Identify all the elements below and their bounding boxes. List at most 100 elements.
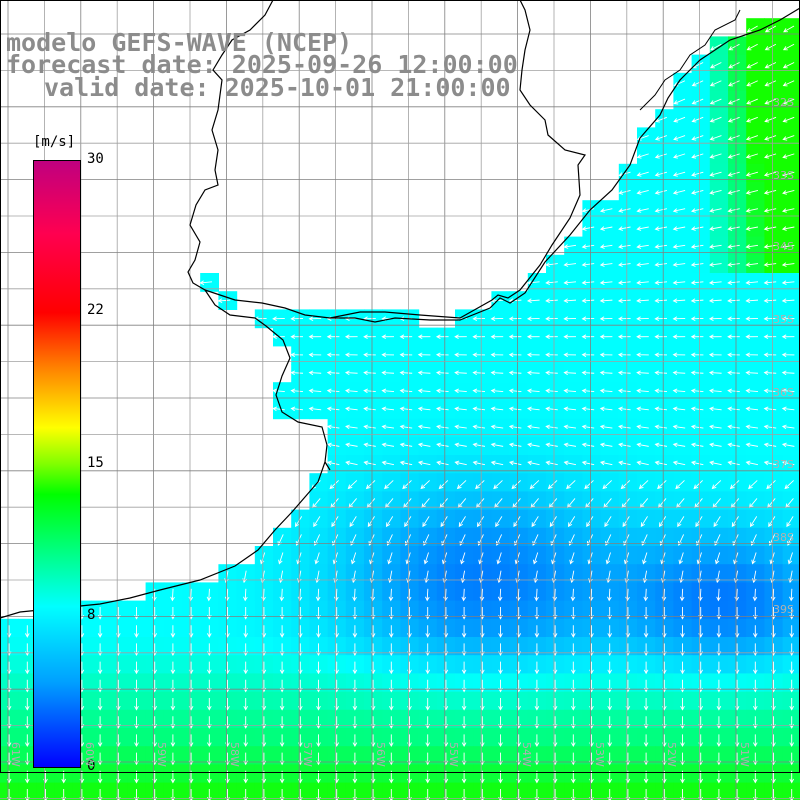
wind-arrow (326, 460, 340, 466)
wind-arrow (781, 298, 795, 303)
wind-arrow (279, 734, 285, 748)
wind-arrow (599, 424, 613, 430)
wind-arrow (272, 406, 285, 412)
wind-arrow (399, 424, 413, 430)
wind-arrow (607, 698, 613, 711)
wind-arrow (690, 316, 704, 322)
wind-arrow (308, 334, 322, 340)
wind-arrow (399, 388, 413, 394)
wind-arrow (152, 588, 157, 602)
wind-arrow (763, 352, 777, 358)
wind-arrow (472, 316, 486, 322)
uruguay-coast (329, 0, 586, 319)
wind-arrow (745, 208, 759, 213)
wind-arrow (326, 352, 340, 358)
wind-arrow (727, 442, 740, 448)
wind-arrow (261, 588, 266, 602)
wind-arrow (581, 298, 595, 303)
wind-arrow (584, 480, 594, 490)
wind-arrow (709, 135, 722, 141)
lon-label: 54W (520, 742, 533, 767)
wind-arrow (567, 516, 576, 528)
wind-arrow (709, 208, 722, 213)
wind-arrow (545, 334, 558, 340)
wind-arrow (417, 424, 431, 430)
wind-arrow (764, 153, 777, 159)
wind-arrow (768, 516, 776, 528)
wind-arrow (672, 316, 686, 322)
wind-arrow (461, 625, 467, 638)
wind-arrow (752, 661, 758, 675)
wind-arrow (727, 388, 740, 394)
wind-arrow (654, 424, 668, 430)
wind-arrow (344, 370, 358, 376)
wind-arrow (435, 352, 449, 358)
wind-arrow (472, 460, 486, 466)
wind-arrow (363, 406, 376, 412)
wind-arrow (498, 661, 503, 675)
wind-arrow (472, 334, 486, 340)
wind-arrow (545, 406, 558, 412)
wind-arrow (763, 442, 777, 448)
wind-arrow (636, 171, 649, 177)
wind-arrow (781, 208, 795, 213)
wind-arrow (786, 516, 794, 528)
wind-arrow (618, 190, 631, 195)
wind-arrow (526, 388, 540, 394)
wind-arrow (581, 370, 595, 376)
wind-arrow (618, 262, 631, 267)
wind-arrow (745, 280, 759, 285)
wind-arrow (599, 280, 613, 285)
wind-arrow (781, 352, 795, 358)
wind-arrow (617, 370, 631, 376)
wind-arrow (490, 442, 504, 448)
lat-label: 39S (773, 603, 794, 616)
wind-arrow (279, 625, 285, 638)
wind-arrow (766, 480, 776, 490)
wind-arrow (636, 388, 649, 394)
wind-arrow (381, 442, 395, 448)
wind-arrow (290, 352, 304, 358)
wind-arrow (599, 352, 613, 358)
wind-arrow (363, 352, 376, 358)
wind-arrow (727, 316, 740, 322)
wind-arrow (367, 516, 375, 528)
wind-arrow (636, 190, 649, 195)
wind-arrow (290, 406, 304, 412)
wind-arrow (672, 388, 686, 394)
wind-arrow (454, 352, 467, 358)
wind-arrow (563, 316, 577, 322)
wind-arrow (763, 370, 777, 376)
wind-arrow (563, 370, 577, 376)
wind-arrow (691, 153, 704, 159)
wind-arrow (495, 516, 503, 528)
wind-arrow (763, 298, 777, 303)
wind-arrow (563, 424, 577, 430)
wind-arrow (763, 424, 777, 430)
wind-arrow (673, 98, 686, 105)
wind-arrow (636, 262, 649, 267)
wind-arrow (673, 135, 686, 141)
wind-arrow (658, 516, 667, 528)
wind-arrow (672, 334, 686, 340)
wind-arrow (708, 370, 722, 376)
wind-arrow (308, 370, 322, 376)
wind-arrow (607, 588, 612, 602)
wind-arrow (199, 280, 213, 285)
valid-date: valid date: 2025-10-01 21:00:00 (44, 73, 511, 102)
wind-arrow (599, 316, 613, 322)
wind-arrow (654, 352, 668, 358)
colorbar-tick-15: 15 (87, 455, 104, 471)
wind-arrow (691, 116, 704, 123)
wind-arrow (272, 388, 285, 394)
wind-arrow (279, 661, 285, 675)
wind-arrow (599, 442, 613, 448)
wind-arrow (526, 370, 540, 376)
wind-arrow (763, 334, 777, 340)
wind-arrow (472, 352, 486, 358)
wind-arrow (24, 734, 30, 748)
wind-arrow (308, 352, 322, 358)
wind-arrow (24, 698, 30, 711)
wind-arrow (727, 460, 740, 466)
wind-arrow (508, 334, 522, 340)
